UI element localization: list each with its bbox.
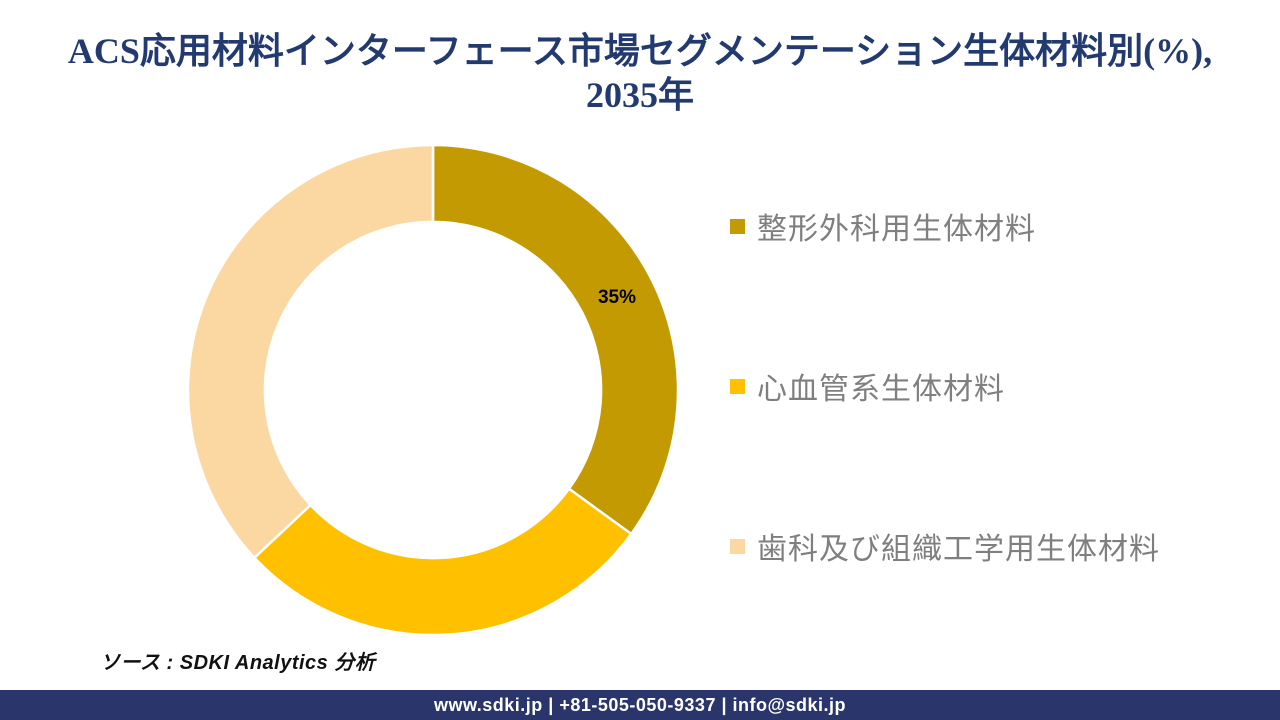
donut-chart: 35% <box>186 143 680 637</box>
chart-title: ACS応用材料インターフェース市場セグメンテーション生体材料別(%), 2035… <box>0 30 1280 118</box>
footer-bar: www.sdki.jp | +81-505-050-9337 | info@sd… <box>0 690 1280 720</box>
legend-label: 整形外科用生体材料 <box>757 213 1036 246</box>
chart-title-line2: 2035年 <box>585 74 694 115</box>
chart-legend: 整形外科用生体材料 心血管系生体材料 歯科及び組織工学用生体材料 <box>730 209 1250 566</box>
legend-color-swatch-icon <box>730 218 745 234</box>
legend-item-cardiovascular: 心血管系生体材料 <box>730 369 1250 406</box>
source-note: ソース : SDKI Analytics 分析 <box>100 652 376 674</box>
chart-title-line1: ACS応用材料インターフェース市場セグメンテーション生体材料別(%), <box>67 31 1213 71</box>
footer-contact-text: www.sdki.jp | +81-505-050-9337 | info@sd… <box>433 694 847 715</box>
legend-label: 心血管系生体材料 <box>757 373 1005 406</box>
donut-segment-data-label: 35% <box>598 287 636 308</box>
legend-item-dental-tissue: 歯科及び組織工学用生体材料 <box>730 529 1250 566</box>
legend-color-swatch-icon <box>730 378 745 394</box>
donut-segment <box>253 487 633 637</box>
legend-item-orthopedic: 整形外科用生体材料 <box>730 209 1250 246</box>
legend-label: 歯科及び組織工学用生体材料 <box>757 533 1160 566</box>
donut-segment <box>431 143 680 536</box>
legend-color-swatch-icon <box>730 538 745 554</box>
donut-segment <box>186 143 435 559</box>
